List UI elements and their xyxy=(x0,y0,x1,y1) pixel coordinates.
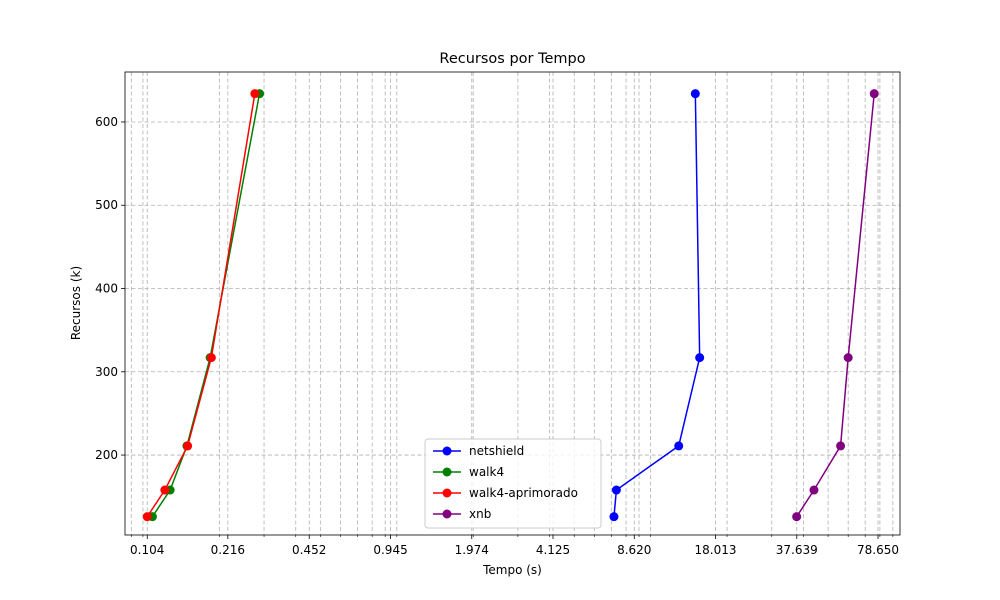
data-point-walk4-aprimorado xyxy=(250,89,260,99)
data-point-netshield xyxy=(609,512,619,522)
legend-label: netshield xyxy=(469,444,524,458)
chart-title: Recursos por Tempo xyxy=(439,51,585,67)
x-tick-label: 1.974 xyxy=(455,543,489,557)
data-point-xnb xyxy=(809,485,819,495)
x-tick-label: 18.013 xyxy=(695,543,737,557)
legend-marker xyxy=(442,446,452,456)
legend: netshield walk4 walk4-aprimorado xnb xyxy=(424,438,602,529)
legend-marker xyxy=(442,488,452,498)
data-point-netshield xyxy=(674,441,684,451)
y-tick-label: 500 xyxy=(95,198,118,212)
legend-marker xyxy=(442,509,452,519)
data-point-walk4-aprimorado xyxy=(206,353,216,363)
plot-frame xyxy=(124,71,901,536)
x-tick-label: 78.650 xyxy=(857,543,899,557)
x-tick-label: 0.945 xyxy=(373,543,407,557)
data-point-xnb xyxy=(843,353,853,363)
y-tick-label: 300 xyxy=(95,365,118,379)
axis-ticks: 0.104 0.216 0.452 0.945 1.974 4.125 8.620 18.01… xyxy=(95,115,899,557)
x-tick-label: 37.639 xyxy=(776,543,818,557)
data-point-walk4-aprimorado xyxy=(142,512,152,522)
data-point-walk4-aprimorado xyxy=(160,485,170,495)
series-lines xyxy=(142,89,879,522)
x-tick-label: 0.216 xyxy=(211,543,245,557)
legend-box xyxy=(424,438,602,529)
x-axis-label: Tempo (s) xyxy=(482,563,542,577)
data-point-xnb xyxy=(792,512,802,522)
y-axis-label: Recursos (k) xyxy=(69,266,83,340)
data-point-xnb xyxy=(836,441,846,451)
legend-marker xyxy=(442,467,452,477)
data-point-xnb xyxy=(869,89,879,99)
data-point-netshield xyxy=(690,89,700,99)
data-point-walk4-aprimorado xyxy=(183,441,193,451)
y-tick-label: 200 xyxy=(95,448,118,462)
y-tick-label: 400 xyxy=(95,282,118,296)
legend-label: walk4 xyxy=(469,465,504,479)
data-point-netshield xyxy=(695,353,705,363)
x-tick-label: 0.104 xyxy=(130,543,164,557)
x-tick-label: 0.452 xyxy=(292,543,326,557)
data-point-netshield xyxy=(611,485,621,495)
x-tick-label: 4.125 xyxy=(536,543,570,557)
legend-label: walk4-aprimorado xyxy=(469,486,578,500)
x-tick-label: 8.620 xyxy=(617,543,651,557)
legend-label: xnb xyxy=(469,507,491,521)
y-tick-label: 600 xyxy=(95,115,118,129)
